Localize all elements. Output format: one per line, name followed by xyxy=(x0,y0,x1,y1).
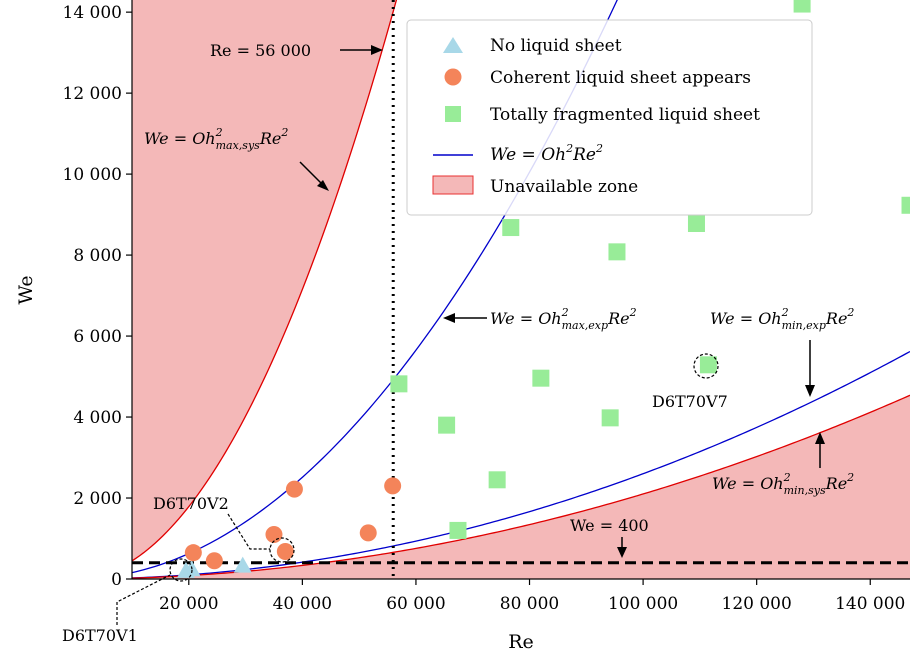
point-circle-3 xyxy=(276,542,294,560)
x-ticks: 20 000 40 000 60 000 80 000 100 000 120 000 14… xyxy=(159,579,905,614)
point-circle-0 xyxy=(184,544,202,562)
y-tick-label: 12 000 xyxy=(63,84,122,104)
y-axis-label: We xyxy=(15,275,37,304)
curve-2 xyxy=(132,394,910,579)
d6t70v2-label: D6T70V2 xyxy=(153,494,229,513)
x-tick-label: 60 000 xyxy=(386,594,445,614)
x-tick-label: 20 000 xyxy=(159,594,218,614)
point-square-2 xyxy=(449,521,467,539)
oh-max-exp-label: We = Oh2 max,expRe2 xyxy=(490,306,637,332)
legend-label-no-liquid-sheet: No liquid sheet xyxy=(490,36,622,56)
point-square-3 xyxy=(488,471,506,489)
point-square-7 xyxy=(608,243,626,261)
axes xyxy=(131,0,910,580)
oh-min-sys-annotation: We = Oh2 min,sysRe2 xyxy=(712,432,854,497)
y-tick-label: 6 000 xyxy=(73,327,122,347)
d6t70v1-leader xyxy=(116,574,171,625)
y-tick-label: 10 000 xyxy=(63,165,122,185)
point-circle-4 xyxy=(285,480,303,498)
legend-zone-icon xyxy=(432,175,474,195)
legend-square-icon xyxy=(445,106,461,122)
legend-label-unavailable: Unavailable zone xyxy=(490,177,638,197)
oh-min-exp-arrowhead xyxy=(805,385,815,397)
x-tick-label: 140 000 xyxy=(835,594,905,614)
x-tick-label: 120 000 xyxy=(722,594,792,614)
d6t70v1-label: D6T70V1 xyxy=(62,626,138,645)
point-circle-5 xyxy=(359,524,377,542)
highlight-d6t70v1 xyxy=(169,558,193,582)
re-line-arrowhead xyxy=(371,45,383,55)
oh-max-sys-arrowhead xyxy=(317,180,329,191)
y-tick-label: 0 xyxy=(111,570,122,590)
unavailable-zone-lower xyxy=(132,395,910,579)
point-square-1 xyxy=(438,416,456,434)
oh-min-exp-annotation: We = Oh2 min,expRe2 xyxy=(710,306,854,397)
oh-max-exp-annotation: We = Oh2 max,expRe2 xyxy=(443,306,637,332)
highlight-d6t70v7 xyxy=(693,353,719,379)
legend-label-curve: We = Oh2Re2 xyxy=(490,142,603,165)
x-axis-label: Re xyxy=(508,631,534,653)
oh-max-sys-arrow xyxy=(299,161,323,185)
legend-label-coherent: Coherent liquid sheet appears xyxy=(490,68,751,88)
legend-circle-icon xyxy=(444,68,462,86)
unavailable-zone-upper xyxy=(132,0,397,561)
we-line-arrowhead xyxy=(617,547,627,558)
x-tick-label: 100 000 xyxy=(608,594,678,614)
point-circle-1 xyxy=(205,552,223,570)
point-square-9 xyxy=(699,356,717,374)
curve-1 xyxy=(132,350,910,579)
y-tick-label: 8 000 xyxy=(73,246,122,266)
highlight-circles xyxy=(169,353,719,582)
curve-3 xyxy=(132,0,398,562)
oh-max-sys-label: We = Oh2 max,sysRe2 xyxy=(144,126,288,152)
point-square-11 xyxy=(901,196,910,214)
point-square-0 xyxy=(390,375,408,393)
oh-min-sys-label: We = Oh2 min,sysRe2 xyxy=(712,471,854,497)
y-tick-label: 14 000 xyxy=(63,3,122,23)
point-triangle-2 xyxy=(233,556,252,573)
unavailable-zone-group xyxy=(132,0,910,579)
y-ticks: 0 2 000 4 000 6 000 8 000 10 000 12 000 14 000 xyxy=(63,3,132,590)
we-line-label: We = 400 xyxy=(570,516,649,535)
oh-max-exp-arrowhead xyxy=(443,313,455,323)
legend-triangle-icon xyxy=(443,37,463,53)
x-tick-label: 80 000 xyxy=(500,594,559,614)
reference-lines xyxy=(132,0,910,579)
legend-label-fragmented: Totally fragmented liquid sheet xyxy=(490,105,760,125)
legend-box xyxy=(406,19,813,216)
point-square-5 xyxy=(532,369,550,387)
point-square-4 xyxy=(502,219,520,237)
data-points xyxy=(176,0,910,578)
d6t70v2-leader xyxy=(227,513,270,550)
sample-labels: D6T70V2 D6T70V1 D6T70V7 xyxy=(62,392,728,645)
point-square-6 xyxy=(601,409,619,427)
legend: No liquid sheet Coherent liquid sheet ap… xyxy=(406,19,813,216)
point-square-10 xyxy=(793,0,811,13)
oh-max-sys-annotation: We = Oh2 max,sysRe2 xyxy=(144,126,329,191)
y-tick-label: 4 000 xyxy=(73,408,122,428)
oh-min-sys-arrowhead xyxy=(815,432,825,444)
d6t70v7-label: D6T70V7 xyxy=(652,392,728,411)
re-line-label: Re = 56 000 xyxy=(210,41,311,60)
re-line-annotation: Re = 56 000 xyxy=(210,41,383,60)
we-line-annotation: We = 400 xyxy=(570,516,649,558)
y-tick-label: 2 000 xyxy=(73,489,122,509)
point-square-8 xyxy=(687,215,705,233)
point-circle-6 xyxy=(384,477,402,495)
highlight-d6t70v2 xyxy=(269,537,295,563)
oh-min-exp-label: We = Oh2 min,expRe2 xyxy=(710,306,854,332)
x-tick-label: 40 000 xyxy=(273,594,332,614)
